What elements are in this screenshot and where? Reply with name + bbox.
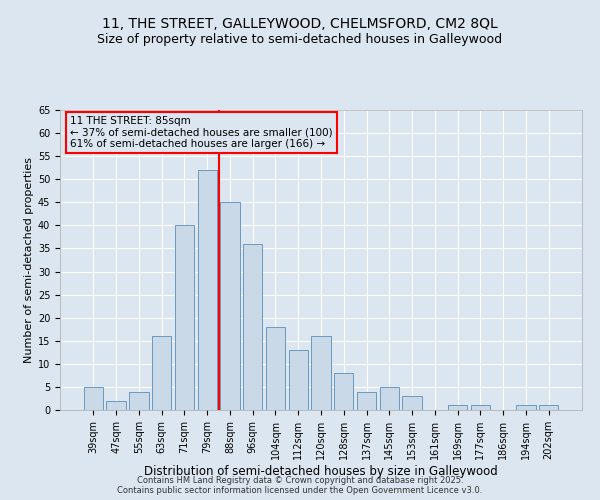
Y-axis label: Number of semi-detached properties: Number of semi-detached properties	[23, 157, 34, 363]
Text: Size of property relative to semi-detached houses in Galleywood: Size of property relative to semi-detach…	[97, 32, 503, 46]
Bar	[357, 392, 376, 410]
Bar	[403, 396, 422, 410]
Bar	[266, 327, 285, 410]
Bar	[220, 202, 239, 410]
Bar	[448, 406, 467, 410]
Bar	[539, 406, 558, 410]
Bar	[289, 350, 308, 410]
Bar	[129, 392, 149, 410]
Bar	[243, 244, 262, 410]
Bar	[516, 406, 536, 410]
Bar	[197, 170, 217, 410]
Bar	[311, 336, 331, 410]
Bar	[334, 373, 353, 410]
Bar	[106, 401, 126, 410]
Bar	[380, 387, 399, 410]
Bar	[152, 336, 172, 410]
X-axis label: Distribution of semi-detached houses by size in Galleywood: Distribution of semi-detached houses by …	[144, 464, 498, 477]
Text: 11, THE STREET, GALLEYWOOD, CHELMSFORD, CM2 8QL: 11, THE STREET, GALLEYWOOD, CHELMSFORD, …	[102, 18, 498, 32]
Bar	[470, 406, 490, 410]
Text: 11 THE STREET: 85sqm
← 37% of semi-detached houses are smaller (100)
61% of semi: 11 THE STREET: 85sqm ← 37% of semi-detac…	[70, 116, 333, 149]
Text: Contains HM Land Registry data © Crown copyright and database right 2025.
Contai: Contains HM Land Registry data © Crown c…	[118, 476, 482, 495]
Bar	[84, 387, 103, 410]
Bar	[175, 226, 194, 410]
